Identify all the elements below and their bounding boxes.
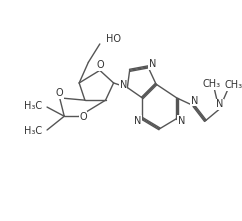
Text: N: N bbox=[216, 99, 223, 109]
Text: N: N bbox=[135, 116, 142, 126]
Text: N: N bbox=[120, 80, 127, 90]
Text: N: N bbox=[178, 116, 185, 126]
Text: N: N bbox=[191, 96, 198, 106]
Text: O: O bbox=[97, 60, 104, 70]
Text: HO: HO bbox=[106, 34, 121, 44]
Text: N: N bbox=[149, 59, 156, 69]
Text: O: O bbox=[55, 88, 63, 98]
Text: H₃C: H₃C bbox=[24, 126, 42, 136]
Text: CH₃: CH₃ bbox=[225, 80, 242, 90]
Text: O: O bbox=[79, 112, 87, 122]
Text: H₃C: H₃C bbox=[24, 101, 42, 111]
Text: CH₃: CH₃ bbox=[202, 79, 220, 89]
